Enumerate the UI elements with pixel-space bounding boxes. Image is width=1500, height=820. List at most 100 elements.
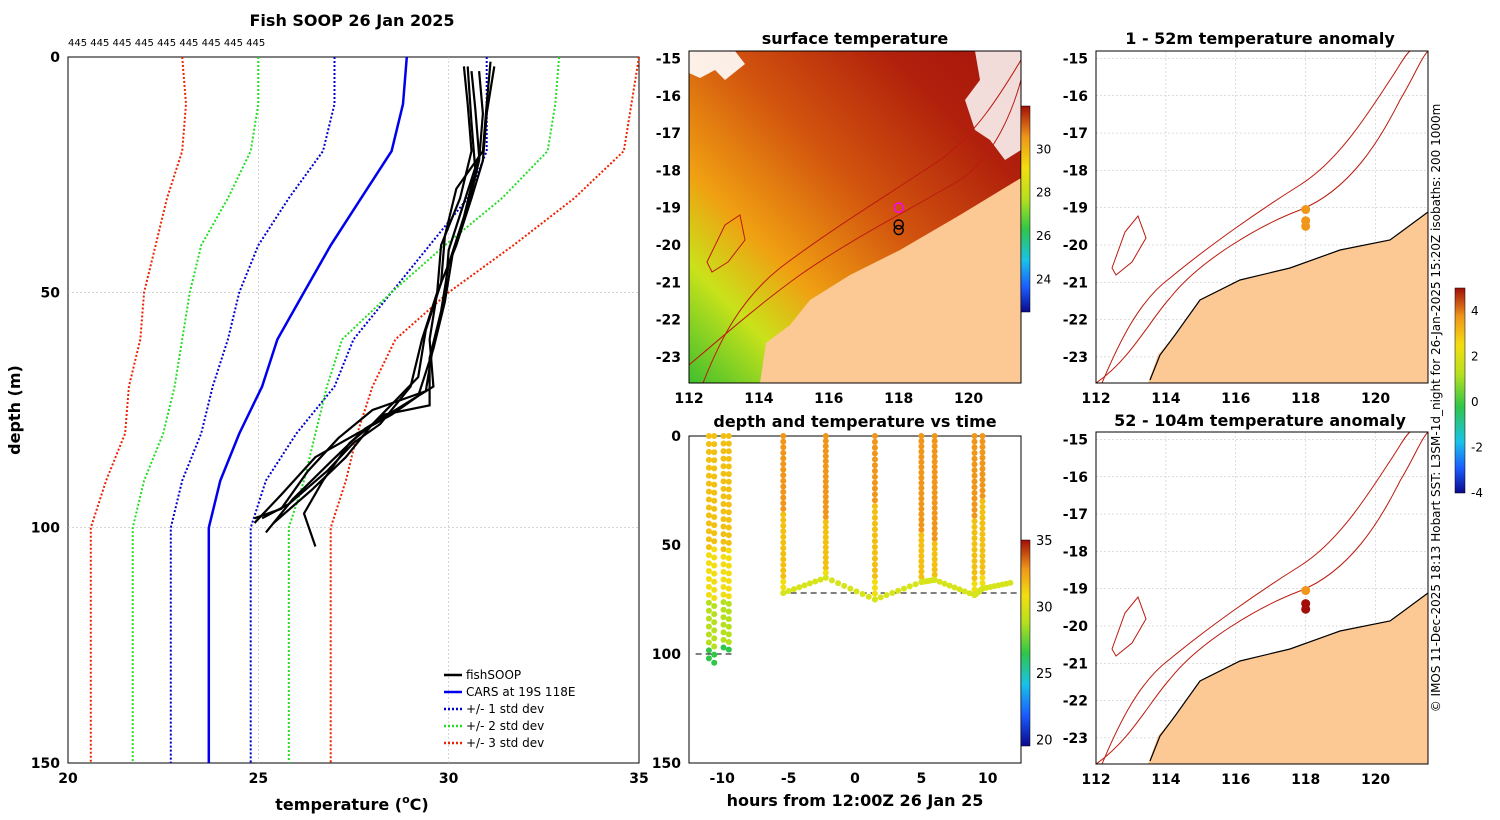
ts-sample: [725, 494, 732, 501]
ts-sample: [780, 494, 787, 501]
ts-sample: [705, 631, 712, 638]
ts-sample: [720, 508, 727, 515]
ts-sample: [720, 463, 727, 470]
ts-sample: [705, 504, 712, 511]
ts-sample: [720, 621, 727, 628]
timeseries-panel: depth and temperature vs time -10 -5 0 5 100…: [652, 412, 1053, 810]
ts-sample: [971, 512, 978, 519]
ts-sample: [822, 443, 829, 450]
ts-sample: [720, 553, 727, 560]
ts-sample: [780, 578, 787, 585]
lat-tick-label: -15: [656, 51, 681, 67]
profile-title: Fish SOOP 26 Jan 2025: [250, 11, 455, 30]
ts-sample: [725, 585, 732, 592]
ts-sample: [705, 440, 712, 447]
ts-sample: [931, 510, 938, 517]
ts-sample: [900, 585, 907, 592]
ts-sample: [822, 513, 829, 520]
ts-sample: [853, 588, 860, 595]
xlabel-text: temperature (: [275, 795, 402, 814]
ts-sample: [971, 433, 978, 439]
ts-sample: [720, 644, 727, 651]
anom1-title: 1 - 52m temperature anomaly: [1125, 29, 1395, 48]
ts-sample: [918, 464, 925, 471]
lon-tick-label: 120: [1361, 391, 1390, 407]
ts-sample: [780, 584, 787, 591]
ts-sample: [720, 576, 727, 583]
ts-sample: [711, 659, 718, 666]
sst-cloud: [689, 51, 745, 80]
cast-location-marker: [893, 219, 904, 230]
anom-colorbar-tick-label: -2: [1471, 440, 1483, 454]
lat-tick-label: -22: [1063, 313, 1088, 329]
ts-sample: [971, 529, 978, 536]
ts-sample: [918, 448, 925, 455]
ts-sample: [822, 438, 829, 445]
lat-tick-label: -17: [1063, 126, 1088, 142]
ts-sample: [931, 561, 938, 568]
lon-tick-label: 118: [884, 391, 913, 407]
ts-sample: [871, 450, 878, 457]
lon-tick-label: 120: [954, 391, 983, 407]
ts-sample: [711, 473, 718, 480]
ts-sample: [725, 631, 732, 638]
ts-sample: [780, 438, 787, 445]
ts-sample: [822, 468, 829, 475]
ts-sample: [918, 552, 925, 559]
lat-tick-label: -23: [656, 350, 681, 366]
ts-sample: [711, 441, 718, 448]
ts-sample: [946, 582, 953, 589]
cast-location-marker: [893, 224, 904, 236]
lat-tick-label: -19: [1063, 201, 1088, 217]
ts-sample: [871, 508, 878, 515]
ts-sample: [720, 591, 727, 598]
ts-sample: [822, 529, 829, 536]
lon-tick-label: 118: [1291, 391, 1320, 407]
ts-sample: [720, 470, 727, 477]
colorbar-tick-label: 24: [1036, 272, 1051, 286]
credit-text: © IMOS 11-Dec-2025 18:13 Hobart SST: L3S…: [1429, 104, 1443, 713]
profile-line-fish: [265, 66, 496, 534]
ts-sample: [895, 587, 902, 594]
sst-title: surface temperature: [762, 29, 949, 48]
ts-sample: [780, 505, 787, 512]
ts-sample: [918, 474, 925, 481]
timeseries-colorbar-ticks: 20 25 30 35: [1036, 534, 1053, 748]
ts-sample: [871, 462, 878, 469]
ts-sample: [931, 566, 938, 573]
ts-sample: [931, 474, 938, 481]
anom1-overlay: 112 114 116 118 120 -15 -16 -17 -18 -19 -20 -21 -22 -…: [1063, 51, 1391, 407]
ts-sample: [711, 449, 718, 456]
ts-sample: [720, 538, 727, 545]
ts-sample: [931, 443, 938, 450]
ts-sample: [979, 542, 986, 548]
ts-sample: [780, 483, 787, 490]
ts-sample: [705, 544, 712, 551]
land: [760, 178, 1021, 383]
ts-sample: [705, 583, 712, 590]
ts-sample: [720, 531, 727, 538]
timeseries-colorbar: [1020, 539, 1031, 747]
ts-sample: [931, 546, 938, 553]
ts-sample: [711, 651, 718, 658]
ts-sample: [918, 516, 925, 523]
ts-sample: [971, 569, 978, 576]
ts-sample: [822, 569, 829, 576]
ts-sample: [871, 473, 878, 480]
ts-sample: [780, 567, 787, 574]
sst-map: [689, 51, 1021, 383]
ts-sample: [705, 575, 712, 582]
ts-sample: [711, 530, 718, 537]
ts-sample: [918, 438, 925, 445]
ts-sample: [877, 594, 884, 601]
time-tick-label: 0: [850, 771, 860, 787]
lon-tick-label: 114: [744, 391, 773, 407]
ts-sample: [971, 461, 978, 468]
ts-sample: [979, 487, 986, 494]
ts-sample: [720, 546, 727, 553]
ts-sample: [780, 489, 787, 496]
ts-sample: [705, 639, 712, 646]
time-tick-label: 10: [978, 771, 998, 787]
